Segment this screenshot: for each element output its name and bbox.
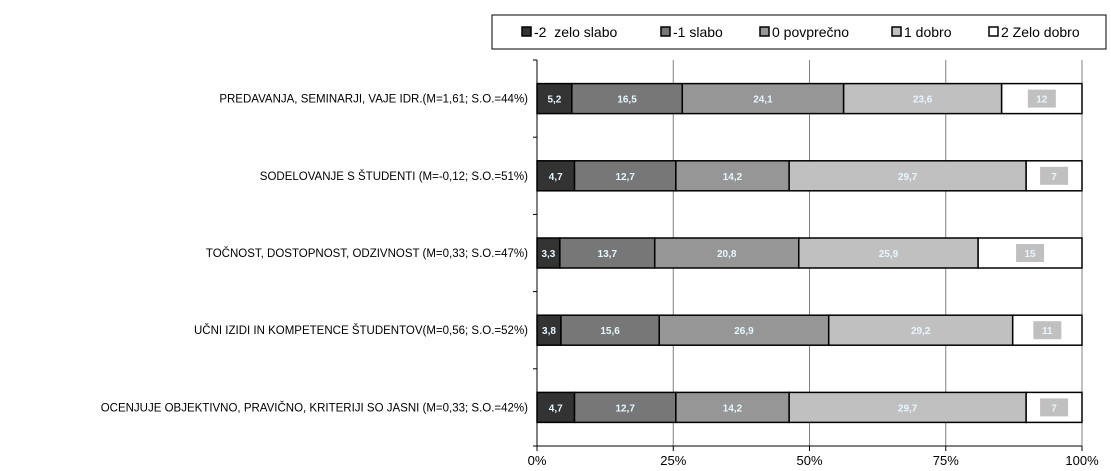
data-label: 20,8: [717, 249, 737, 260]
bar-segment: [788, 391, 1027, 424]
data-label: 4,7: [549, 172, 563, 183]
x-tick-label: 75%: [933, 453, 959, 466]
category-label: SODELOVANJE S ŠTUDENTI (M=-0,12; S.O.=51…: [260, 170, 528, 183]
data-label-box: [1040, 166, 1069, 185]
data-label: 16,5: [617, 95, 637, 106]
data-label: 12: [1036, 95, 1048, 106]
data-label-box: [1027, 89, 1056, 108]
legend-box: [491, 14, 1107, 50]
x-tick-label: 100%: [1065, 453, 1099, 466]
bar-segment: [788, 160, 1027, 192]
category-label: TOČNOST, DOSTOPNOST, ODZIVNOST (M=0,33; …: [206, 247, 528, 260]
legend-swatch: [521, 26, 532, 37]
data-label: 15,6: [600, 326, 620, 337]
bar-segment: [560, 314, 660, 346]
data-label-box: [1016, 244, 1045, 262]
data-label: 7: [1051, 172, 1057, 183]
bar-segment: [536, 82, 573, 115]
category-label: PREDAVANJA, SEMINARJI, VAJE IDR.(M=1,61;…: [219, 94, 528, 106]
legend-label: 1 dobro: [904, 24, 952, 40]
data-label: 26,9: [734, 326, 754, 337]
category-label: OCENJUJE OBJEKTIVNO, PRAVIČNO, KRITERIJI…: [101, 401, 528, 414]
bar-segment: [658, 314, 830, 346]
data-label-box: [1033, 321, 1062, 340]
bar-segment: [536, 160, 576, 192]
category-label: UČNI IZIDI IN KOMPETENCE ŠTUDENTOV(M=0,5…: [194, 324, 528, 337]
data-label: 29,7: [898, 403, 918, 414]
data-label: 25,9: [879, 249, 899, 260]
legend-swatch: [660, 26, 671, 37]
data-label: 7: [1051, 403, 1057, 414]
legend-swatch: [891, 26, 902, 37]
data-label-box: [1040, 398, 1069, 417]
legend-label: -2 zelo slabo: [534, 24, 617, 40]
bar-segment: [573, 391, 677, 424]
legend-label: 0 povprečno: [772, 24, 849, 40]
data-label: 5,2: [547, 95, 561, 106]
data-label: 23,6: [913, 95, 933, 106]
data-label: 14,2: [723, 403, 743, 414]
data-label: 12,7: [615, 172, 635, 183]
bar-segment: [536, 391, 576, 424]
x-tick-label: 0%: [528, 453, 547, 466]
bar-segment: [675, 391, 790, 424]
bar-segment: [675, 160, 790, 192]
legend-label: -1 slabo: [673, 24, 723, 40]
data-label: 15: [1024, 249, 1036, 260]
data-label: 3,3: [541, 249, 555, 260]
data-label: 13,7: [598, 249, 618, 260]
data-label: 29,2: [911, 326, 931, 337]
bar-segment: [573, 160, 677, 192]
bar-segment: [681, 82, 845, 115]
x-tick-label: 25%: [660, 453, 686, 466]
data-label: 14,2: [723, 172, 743, 183]
legend-swatch: [759, 26, 770, 37]
data-label: 11: [1042, 326, 1053, 337]
legend-swatch: [988, 26, 999, 37]
legend-label: 2 Zelo dobro: [1001, 24, 1080, 40]
data-label: 12,7: [615, 403, 635, 414]
x-tick-label: 50%: [796, 453, 822, 466]
data-label: 24,1: [753, 95, 773, 106]
data-label: 4,7: [549, 403, 563, 414]
data-label: 3,8: [542, 326, 556, 337]
data-label: 29,7: [898, 172, 918, 183]
bar-segment: [827, 314, 1014, 346]
bar-segment: [798, 237, 979, 269]
